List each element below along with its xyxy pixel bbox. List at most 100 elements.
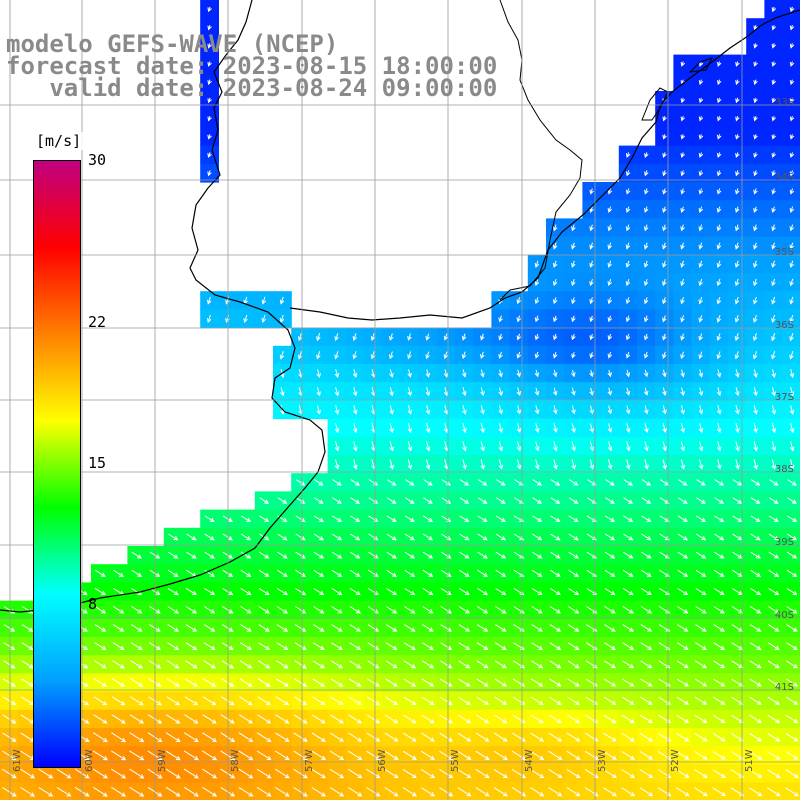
wind-arrow (129, 786, 145, 797)
wind-arrow (313, 551, 325, 559)
wind-arrow (662, 115, 667, 122)
wind-arrow (204, 587, 216, 596)
wind-arrow (511, 787, 527, 797)
wind-arrow (789, 43, 795, 49)
wind-arrow (402, 750, 417, 760)
wind-arrow (716, 188, 722, 195)
wind-arrow (786, 587, 798, 596)
wind-arrow (258, 624, 270, 632)
wind-arrow (331, 642, 343, 651)
wind-arrow (678, 479, 688, 486)
wind-arrow (243, 314, 248, 323)
wind-arrow (716, 170, 722, 177)
wind-arrow (350, 497, 361, 504)
wind-arrow (531, 624, 543, 632)
wind-arrow (275, 696, 290, 706)
wind-arrow (786, 606, 798, 614)
wind-arrow (749, 678, 762, 687)
wind-arrow (331, 551, 343, 559)
wind-arrow (129, 768, 145, 779)
wind-arrow (641, 569, 652, 577)
wind-arrow (566, 732, 581, 742)
wind-arrow (131, 624, 143, 632)
wind-arrow (493, 768, 508, 779)
wind-arrow (625, 297, 631, 305)
wind-arrow (92, 786, 108, 797)
wind-arrow (312, 696, 326, 706)
wind-arrow (712, 732, 726, 742)
wind-arrow (240, 569, 252, 577)
wind-arrow (425, 441, 431, 452)
wind-arrow (2, 786, 17, 797)
wind-arrow (621, 787, 636, 797)
wind-arrow (407, 333, 412, 341)
wind-arrow (516, 333, 522, 341)
wind-arrow (694, 787, 708, 797)
wind-arrow (495, 606, 507, 614)
wind-arrow (21, 642, 34, 651)
wind-arrow (589, 278, 594, 287)
wind-arrow (240, 606, 252, 614)
wind-arrow (2, 768, 17, 779)
forecast-date: forecast date: 2023-08-15 18:00:00 (6, 52, 498, 80)
wind-arrow (549, 587, 561, 596)
wind-arrow (735, 423, 740, 434)
wind-arrow (734, 296, 740, 305)
wind-arrow (220, 750, 236, 761)
wind-arrow (607, 405, 613, 415)
wind-arrow (458, 678, 471, 687)
wind-arrow (404, 587, 416, 596)
wind-arrow (516, 423, 522, 434)
wind-arrow (553, 459, 558, 470)
wind-arrow (641, 515, 652, 523)
wind-arrow (534, 405, 540, 415)
wind-arrow (422, 569, 434, 577)
wind-arrow (789, 368, 795, 379)
wind-arrow (311, 732, 326, 742)
wind-arrow (112, 606, 125, 614)
wind-arrow (698, 242, 703, 250)
wind-arrow (735, 61, 740, 67)
wind-arrow (680, 405, 685, 415)
wind-arrow (714, 497, 725, 504)
wind-arrow (458, 624, 471, 632)
wind-arrow (734, 369, 740, 378)
wind-arrow (625, 333, 631, 341)
wind-arrow (625, 152, 631, 158)
wind-arrow (643, 260, 649, 268)
wind-arrow (407, 459, 413, 470)
wind-arrow (329, 787, 345, 797)
wind-arrow (402, 787, 417, 797)
wind-arrow (771, 387, 776, 397)
wind-arrow (293, 714, 308, 724)
wind-arrow (549, 678, 562, 687)
wind-arrow (476, 606, 489, 614)
wind-arrow (240, 642, 252, 651)
wind-arrow (207, 296, 212, 305)
wind-arrow (662, 441, 667, 452)
wind-arrow (516, 297, 521, 305)
latitude-label: 41S (774, 682, 794, 693)
wind-arrow (622, 624, 635, 632)
wind-arrow (622, 678, 635, 687)
wind-arrow (385, 642, 398, 651)
wind-arrow (625, 387, 631, 396)
wind-arrow (222, 624, 234, 632)
wind-arrow (350, 515, 361, 523)
wind-arrow (348, 732, 363, 742)
wind-arrow (476, 642, 489, 651)
wind-arrow (258, 569, 270, 577)
wind-arrow (185, 660, 198, 669)
wind-arrow (753, 224, 758, 232)
wind-arrow (643, 278, 649, 287)
wind-arrow (717, 115, 722, 122)
wind-arrow (185, 624, 198, 632)
wind-arrow (712, 714, 726, 724)
wind-arrow (607, 278, 612, 287)
wind-arrow (787, 479, 797, 486)
wind-arrow (475, 714, 490, 724)
wind-arrow (553, 405, 558, 415)
wind-arrow (552, 242, 558, 250)
wind-arrow (384, 732, 399, 742)
wind-arrow (316, 369, 321, 379)
